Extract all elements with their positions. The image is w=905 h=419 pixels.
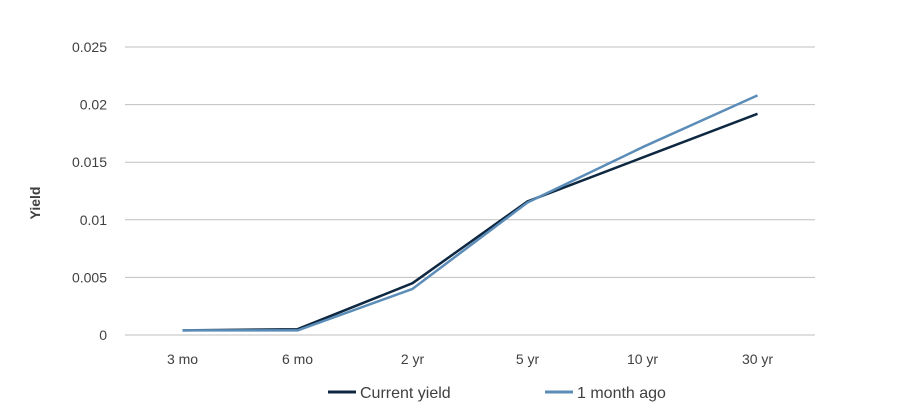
legend-label: 1 month ago <box>577 385 666 402</box>
x-tick-label: 2 yr <box>401 351 425 367</box>
legend: Current yield 1 month ago <box>328 385 666 402</box>
y-tick-label: 0 <box>99 327 107 343</box>
y-axis-title: Yield <box>27 187 43 220</box>
gridlines <box>125 46 815 336</box>
y-axis-ticks: 0 0.005 0.01 0.015 0.02 0.025 <box>72 39 107 343</box>
series-line-1 <box>182 94 759 332</box>
y-tick-label: 0.025 <box>72 39 107 55</box>
y-tick-label: 0.01 <box>80 212 107 228</box>
y-tick-label: 0.005 <box>72 269 107 285</box>
x-axis-ticks: 3 mo 6 mo 2 yr 5 yr 10 yr 30 yr <box>167 351 773 367</box>
x-tick-label: 10 yr <box>627 351 658 367</box>
x-tick-label: 6 mo <box>282 351 313 367</box>
x-tick-label: 5 yr <box>516 351 540 367</box>
series-line-0 <box>182 112 758 332</box>
x-tick-label: 3 mo <box>167 351 198 367</box>
legend-label: Current yield <box>360 385 451 402</box>
y-tick-label: 0.02 <box>80 97 107 113</box>
y-tick-label: 0.015 <box>72 154 107 170</box>
series-lines <box>182 94 759 332</box>
x-tick-label: 30 yr <box>742 351 773 367</box>
